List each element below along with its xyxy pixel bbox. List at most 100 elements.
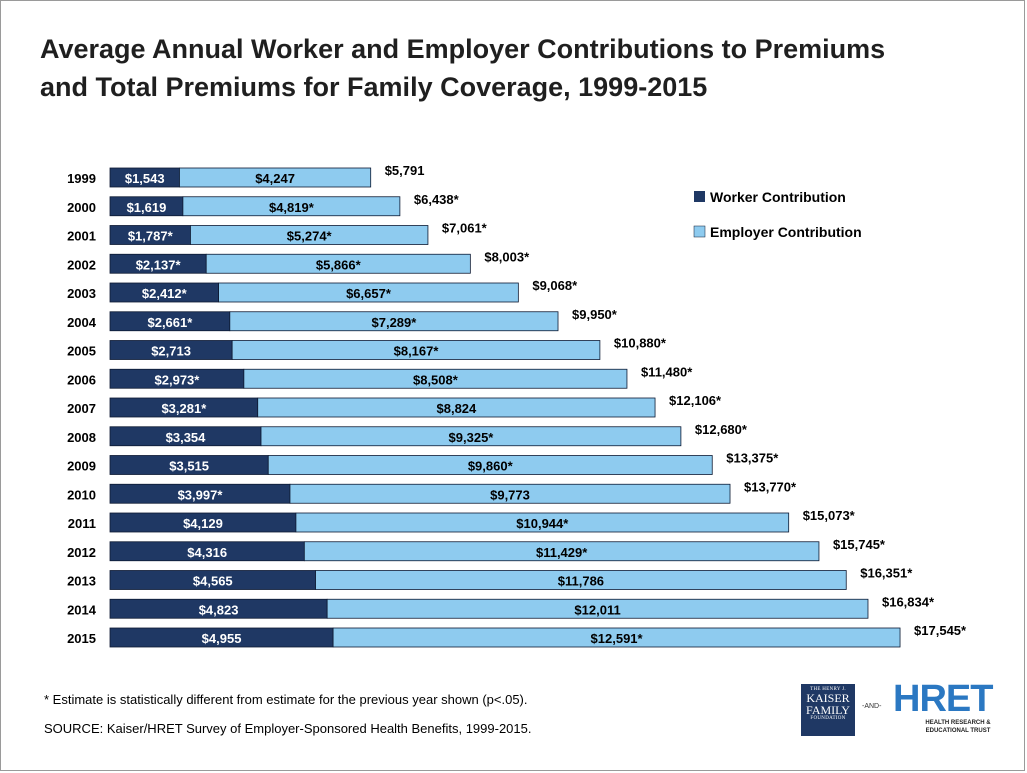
employer-value-label: $6,657* [346,286,392,301]
title-line-2: and Total Premiums for Family Coverage, … [40,72,708,102]
total-value-label: $16,834* [882,594,935,609]
total-value-label: $9,068* [532,278,578,293]
worker-value-label: $3,997* [178,487,224,502]
hret-logo: HRET [893,678,993,720]
total-value-label: $11,480* [641,364,693,379]
y-tick-label: 1999 [67,171,96,186]
total-value-label: $5,791 [385,163,425,178]
worker-value-label: $2,973* [155,372,201,387]
kff-logo-bottom: FOUNDATION [810,716,846,721]
y-tick-label: 2011 [68,516,96,531]
employer-value-label: $9,773 [490,487,530,502]
employer-bar [229,311,559,332]
employer-bar [289,483,731,504]
stacked-bar-chart: 1999 $1,543 $4,247 $5,791 2000 $1,619 $4,819* $… [67,163,967,648]
employer-value-label: $12,011 [574,602,620,617]
y-tick-label: 2008 [67,430,96,445]
kff-logo-top: THE HENRY J. [810,687,846,692]
employer-bar [326,598,869,619]
total-value-label: $8,003* [484,249,530,264]
worker-value-label: $4,823 [199,602,239,617]
employer-bar [182,196,401,217]
employer-bar [205,253,471,274]
total-value-label: $15,745* [833,537,886,552]
source-note: SOURCE: Kaiser/HRET Survey of Employer-S… [44,721,532,736]
employer-value-label: $7,289* [372,315,418,330]
worker-value-label: $3,515 [169,459,209,474]
worker-value-label: $2,661* [147,315,193,330]
legend-swatch-worker [694,191,705,202]
kff-logo-family: FAMILY [806,703,850,717]
total-value-label: $12,680* [695,422,748,437]
y-tick-label: 2002 [67,257,96,272]
employer-bar [267,455,713,475]
employer-bar [315,570,847,590]
total-value-label: $10,880* [614,336,667,351]
employer-value-label: $11,786 [558,574,604,589]
legend-label-worker: Worker Contribution [710,189,846,205]
total-value-label: $13,770* [744,479,797,494]
kff-logo: THE HENRY J. KAISER FAMILY FOUNDATION [801,684,855,736]
worker-value-label: $4,565 [193,574,233,589]
employer-value-label: $8,824 [437,401,478,416]
total-value-label: $6,438* [414,192,460,207]
y-tick-label: 2006 [67,372,96,387]
worker-value-label: $3,354 [166,430,207,445]
employer-value-label: $11,429* [536,545,588,560]
total-value-label: $7,061* [442,221,488,236]
total-value-label: $9,950* [572,307,618,322]
footnote: * Estimate is statistically different fr… [44,692,528,707]
employer-value-label: $12,591* [591,631,644,646]
employer-bar [260,426,682,447]
y-tick-label: 2003 [67,286,96,301]
employer-bar [190,225,429,245]
employer-bar [303,541,820,562]
worker-value-label: $4,955 [202,631,242,646]
employer-bar [257,397,656,418]
y-tick-label: 2000 [67,200,96,215]
worker-value-label: $1,619 [127,200,167,215]
employer-value-label: $4,819* [269,200,315,215]
worker-value-label: $2,137* [136,257,182,272]
worker-value-label: $4,316 [187,545,227,560]
total-value-label: $15,073* [803,508,856,523]
total-value-label: $12,106* [669,393,722,408]
total-value-label: $13,375* [726,451,779,466]
worker-value-label: $3,281* [161,401,207,416]
worker-value-label: $2,412* [142,286,188,301]
total-value-label: $16,351* [860,566,913,581]
y-tick-label: 2007 [67,401,96,416]
y-tick-label: 2014 [67,602,97,617]
legend-label-employer: Employer Contribution [710,224,862,240]
legend-swatch-employer [693,225,706,238]
y-tick-label: 2015 [67,631,96,646]
y-tick-label: 2010 [67,487,96,502]
worker-value-label: $1,543 [125,171,165,186]
worker-value-label: $1,787* [128,229,174,244]
employer-bar [218,282,519,303]
employer-bar [231,340,601,360]
employer-value-label: $9,325* [449,430,495,445]
employer-value-label: $8,508* [413,372,459,387]
worker-value-label: $4,129 [183,516,223,531]
employer-bar [243,368,628,389]
hret-logo-subtitle: HEALTH RESEARCH & EDUCATIONAL TRUST [925,720,991,734]
y-tick-label: 2001 [67,229,96,244]
y-tick-label: 2004 [67,315,97,330]
employer-bar [295,512,790,533]
employer-bar [179,167,372,188]
y-tick-label: 2012 [67,545,96,560]
worker-value-label: $2,713 [151,344,191,359]
employer-value-label: $8,167* [394,344,440,359]
y-tick-label: 2005 [67,344,96,359]
employer-value-label: $5,274* [287,229,333,244]
kff-logo-kaiser: KAISER [806,691,850,705]
chart-title: Average Annual Worker and Employer Contr… [40,30,1000,106]
and-text: -AND- [862,703,882,710]
total-value-label: $17,545* [914,623,967,638]
title-line-1: Average Annual Worker and Employer Contr… [40,34,886,64]
employer-bar [332,627,901,648]
employer-value-label: $9,860* [468,459,514,474]
y-tick-label: 2013 [67,574,96,589]
